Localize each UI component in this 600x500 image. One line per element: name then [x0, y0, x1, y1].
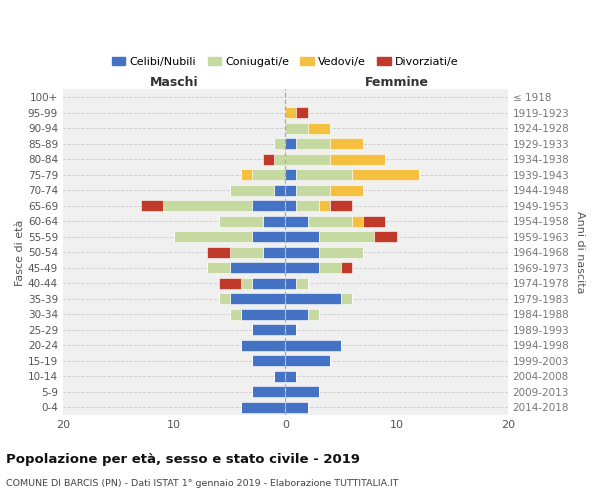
Bar	[286, 246, 319, 258]
Bar	[296, 169, 352, 180]
Bar	[252, 356, 286, 366]
Bar	[141, 200, 163, 211]
Bar	[241, 169, 252, 180]
Bar	[286, 169, 296, 180]
Bar	[163, 200, 252, 211]
Bar	[230, 262, 286, 274]
Bar	[286, 278, 296, 289]
Bar	[230, 184, 274, 196]
Bar	[330, 184, 363, 196]
Legend: Celibi/Nubili, Coniugati/e, Vedovi/e, Divorziati/e: Celibi/Nubili, Coniugati/e, Vedovi/e, Di…	[107, 52, 463, 72]
Bar	[286, 294, 341, 304]
Bar	[286, 107, 296, 118]
Bar	[274, 371, 286, 382]
Bar	[218, 294, 230, 304]
Bar	[319, 231, 374, 242]
Bar	[286, 122, 308, 134]
Bar	[330, 200, 352, 211]
Y-axis label: Anni di nascita: Anni di nascita	[575, 211, 585, 294]
Bar	[241, 402, 286, 413]
Bar	[286, 262, 319, 274]
Bar	[286, 356, 330, 366]
Bar	[363, 216, 385, 227]
Bar	[230, 294, 286, 304]
Bar	[296, 278, 308, 289]
Bar	[241, 309, 286, 320]
Bar	[218, 216, 263, 227]
Bar	[252, 231, 286, 242]
Bar	[263, 216, 286, 227]
Bar	[308, 122, 330, 134]
Bar	[241, 278, 252, 289]
Bar	[296, 200, 319, 211]
Bar	[252, 324, 286, 336]
Y-axis label: Fasce di età: Fasce di età	[15, 219, 25, 286]
Bar	[230, 246, 263, 258]
Bar	[286, 184, 296, 196]
Text: Popolazione per età, sesso e stato civile - 2019: Popolazione per età, sesso e stato civil…	[6, 452, 360, 466]
Bar	[319, 200, 330, 211]
Bar	[252, 200, 286, 211]
Bar	[274, 154, 286, 165]
Bar	[296, 107, 308, 118]
Bar	[286, 386, 319, 398]
Bar	[319, 246, 363, 258]
Text: Femmine: Femmine	[365, 76, 428, 90]
Bar	[252, 278, 286, 289]
Bar	[286, 402, 308, 413]
Bar	[286, 231, 319, 242]
Bar	[218, 278, 241, 289]
Bar	[286, 324, 296, 336]
Bar	[341, 262, 352, 274]
Bar	[263, 246, 286, 258]
Bar	[274, 184, 286, 196]
Bar	[286, 340, 341, 351]
Bar	[330, 138, 363, 149]
Bar	[241, 340, 286, 351]
Text: COMUNE DI BARCIS (PN) - Dati ISTAT 1° gennaio 2019 - Elaborazione TUTTITALIA.IT: COMUNE DI BARCIS (PN) - Dati ISTAT 1° ge…	[6, 479, 398, 488]
Bar	[208, 246, 230, 258]
Text: Maschi: Maschi	[150, 76, 199, 90]
Bar	[352, 169, 419, 180]
Bar	[374, 231, 397, 242]
Bar	[274, 138, 286, 149]
Bar	[341, 294, 352, 304]
Bar	[230, 309, 241, 320]
Bar	[286, 309, 308, 320]
Bar	[352, 216, 363, 227]
Bar	[252, 169, 286, 180]
Bar	[286, 154, 330, 165]
Bar	[286, 138, 296, 149]
Bar	[319, 262, 341, 274]
Bar	[308, 216, 352, 227]
Bar	[286, 371, 296, 382]
Bar	[296, 138, 330, 149]
Bar	[330, 154, 385, 165]
Bar	[174, 231, 252, 242]
Bar	[286, 216, 308, 227]
Bar	[263, 154, 274, 165]
Bar	[308, 309, 319, 320]
Bar	[208, 262, 230, 274]
Bar	[296, 184, 330, 196]
Bar	[252, 386, 286, 398]
Bar	[286, 200, 296, 211]
